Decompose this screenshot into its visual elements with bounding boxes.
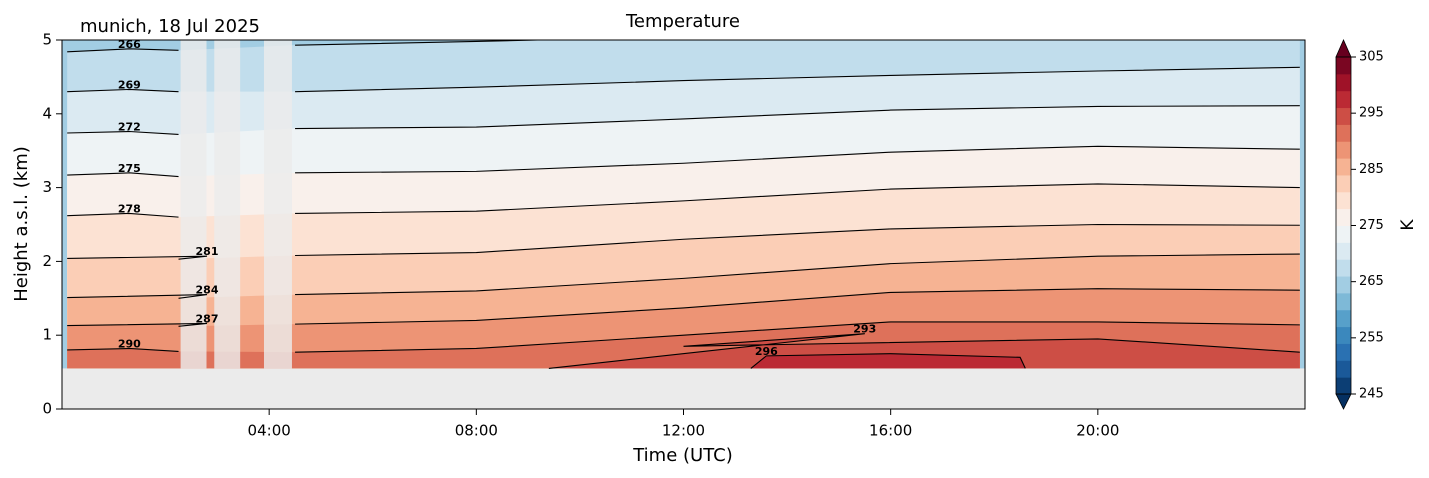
x-tick-label: 04:00 bbox=[248, 422, 291, 440]
contour-label: 290 bbox=[118, 337, 141, 350]
overlay: 04:00 08:00 12:00 16:00 20:00 0 1 2 3 4 5 245 255 265… bbox=[42, 31, 1383, 440]
missing-data bbox=[263, 40, 292, 369]
colorbar-step bbox=[1336, 377, 1351, 395]
x-axis-label: Time (UTC) bbox=[632, 445, 733, 466]
colorbar-step bbox=[1336, 343, 1351, 361]
colorbar-step bbox=[1336, 191, 1351, 210]
colorbar-tick-label: 265 bbox=[1359, 274, 1384, 289]
contour-line bbox=[67, 223, 1300, 260]
contour-line bbox=[67, 105, 1300, 136]
contour-label: 281 bbox=[196, 245, 219, 258]
colorbar-tick-label: 295 bbox=[1359, 106, 1384, 121]
contour-line bbox=[67, 40, 558, 53]
colorbar-extend-max bbox=[1335, 39, 1352, 58]
x-tick-label: 08:00 bbox=[455, 422, 498, 440]
colorbar-step bbox=[1336, 57, 1351, 75]
contour-label: 278 bbox=[118, 202, 141, 215]
colorbar-tick-label: 305 bbox=[1359, 50, 1384, 65]
contour-line bbox=[750, 353, 1026, 369]
colorbar-step bbox=[1336, 276, 1351, 294]
contour-line bbox=[67, 66, 1300, 93]
x-tick-label: 20:00 bbox=[1076, 422, 1119, 440]
contour-line bbox=[67, 321, 1300, 353]
y-axis-label: Height a.s.l. (km) bbox=[11, 146, 32, 302]
colorbar-step bbox=[1336, 326, 1351, 344]
contour-line bbox=[67, 253, 1300, 299]
y-tick-label: 1 bbox=[42, 326, 52, 344]
contour-label: 284 bbox=[196, 284, 219, 297]
chart-title: Temperature bbox=[625, 11, 740, 32]
contour-fill bbox=[750, 353, 1026, 369]
annotation: munich, 18 Jul 2025 bbox=[80, 16, 260, 37]
y-tick-label: 4 bbox=[42, 104, 52, 122]
colorbar-step bbox=[1336, 208, 1351, 226]
colorbar-label: K bbox=[1398, 219, 1418, 231]
colorbar-step bbox=[1336, 309, 1351, 328]
y-tick-label: 0 bbox=[42, 400, 52, 418]
contour-label: 293 bbox=[853, 323, 876, 336]
colorbar-tick-label: 285 bbox=[1359, 162, 1384, 177]
contour-label: 272 bbox=[118, 121, 141, 134]
colorbar-tick-label: 245 bbox=[1359, 387, 1384, 402]
colorbar-step bbox=[1336, 292, 1351, 311]
contour-line bbox=[67, 288, 1300, 327]
colorbar-step bbox=[1336, 107, 1351, 125]
contour-label: 287 bbox=[196, 312, 219, 325]
colorbar-extend-min bbox=[1335, 393, 1352, 410]
colorbar-step bbox=[1336, 90, 1351, 109]
colorbar-step bbox=[1336, 124, 1351, 142]
colorbar-tick-label: 255 bbox=[1359, 330, 1384, 345]
colorbar-step bbox=[1336, 225, 1351, 243]
contour-line bbox=[67, 145, 1300, 178]
colorbar-step bbox=[1336, 141, 1351, 159]
y-tick-label: 2 bbox=[42, 252, 52, 270]
contour-fill bbox=[548, 333, 1300, 369]
x-tick-label: 12:00 bbox=[662, 422, 705, 440]
contour-label: 266 bbox=[118, 38, 141, 51]
contour-label: 269 bbox=[118, 78, 141, 91]
missing-data bbox=[214, 40, 241, 369]
missing-data bbox=[180, 40, 207, 369]
contour-label: 296 bbox=[755, 345, 778, 358]
colorbar-step bbox=[1336, 259, 1351, 277]
colorbar-step bbox=[1336, 73, 1351, 92]
colorbar-step bbox=[1336, 158, 1351, 176]
x-tick-label: 16:00 bbox=[869, 422, 912, 440]
colorbar-tick-label: 275 bbox=[1359, 218, 1384, 233]
colorbar-step bbox=[1336, 360, 1351, 378]
contour-line bbox=[548, 333, 1300, 369]
y-tick-label: 5 bbox=[42, 31, 52, 49]
colorbar-step bbox=[1336, 242, 1351, 260]
colorbar-step bbox=[1336, 174, 1351, 193]
contour-line bbox=[67, 183, 1300, 218]
y-tick-label: 3 bbox=[42, 178, 52, 196]
contour-label: 275 bbox=[118, 162, 141, 175]
plot-area: 266 269 272 275 278 281 284 287 290 293 296 bbox=[62, 38, 1305, 369]
